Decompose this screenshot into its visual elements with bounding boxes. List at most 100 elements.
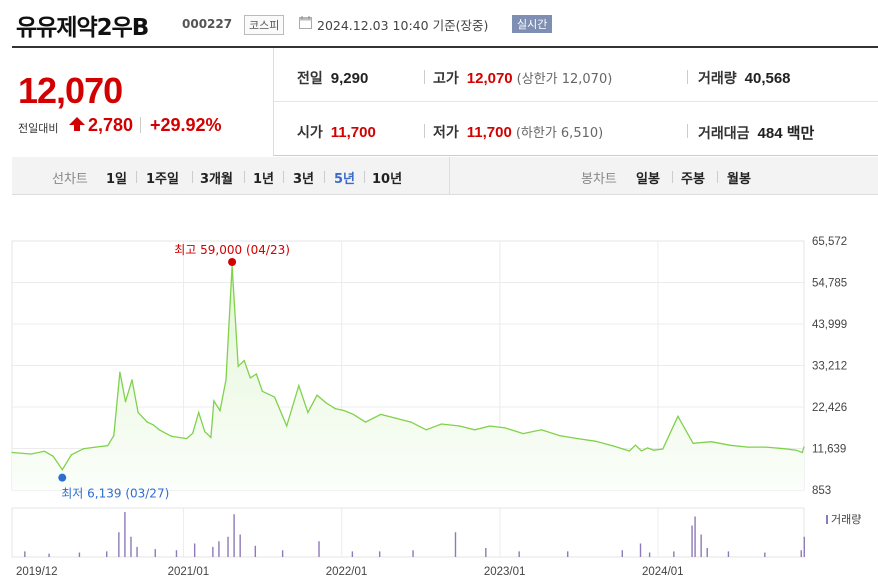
price-point <box>662 448 664 450</box>
period-selector: 선차트 1일 1주일 3개월 1년 3년 5년 10년 봉차트 일봉 주봉 월봉 <box>12 157 878 195</box>
price-point <box>146 421 148 423</box>
volume-bar <box>648 552 651 557</box>
change-percent: +29.92% <box>150 115 222 135</box>
price-point <box>261 390 264 392</box>
price-point <box>152 424 154 426</box>
min-annotation: 최저 6,139 (03/27) <box>61 487 169 501</box>
price-point <box>801 451 803 454</box>
volume-bar <box>800 550 802 557</box>
volume-bar <box>124 512 126 557</box>
divider <box>424 70 425 84</box>
candle-monthly[interactable]: 월봉 <box>727 172 751 187</box>
price-point <box>11 451 13 454</box>
realtime-badge[interactable]: 실시간 <box>512 15 553 33</box>
price-point <box>646 447 649 449</box>
change-amount: 2,780 <box>88 115 134 135</box>
price-point <box>113 434 115 437</box>
period-1d[interactable]: 1일 <box>106 172 128 187</box>
volume-bar <box>175 550 178 557</box>
timestamp: 2024.12.03 10:40 기준(장중) <box>317 18 489 33</box>
price-point <box>395 417 397 419</box>
current-price-panel: 12,070 전일대비 2,780 +29.92% <box>12 48 274 156</box>
volume-bar <box>485 548 487 557</box>
volume-bar <box>673 551 675 557</box>
divider <box>140 117 141 133</box>
candle-daily[interactable]: 일봉 <box>636 172 660 187</box>
price-point <box>640 450 643 452</box>
min-marker <box>58 473 67 482</box>
price-point <box>192 432 194 434</box>
volume-bar <box>727 551 730 557</box>
volume-bar <box>154 549 156 557</box>
price-point <box>795 449 797 451</box>
price-point <box>82 448 85 450</box>
price-point <box>30 453 32 455</box>
volume-legend-swatch <box>826 515 828 524</box>
y-tick-label: 22,426 <box>812 402 847 414</box>
candle-weekly[interactable]: 주봉 <box>681 172 705 187</box>
y-tick-label: 43,999 <box>812 319 847 331</box>
volume-bar <box>227 536 229 557</box>
price-point <box>119 371 121 373</box>
price-point <box>186 438 188 440</box>
stock-name: 유유제약2우B <box>16 15 149 41</box>
price-point <box>316 394 318 396</box>
price-point <box>410 421 412 423</box>
volume-bar <box>212 546 214 557</box>
price-point <box>677 415 679 417</box>
price-point <box>243 359 245 362</box>
price-point <box>170 435 173 437</box>
price-point <box>692 442 694 444</box>
volume-bar <box>318 541 320 557</box>
volume-bar <box>193 543 196 557</box>
open-price: 시가 11,700 <box>297 124 376 141</box>
period-3y[interactable]: 3년 <box>293 172 315 187</box>
price-point <box>634 444 637 446</box>
volume: 거래량 40,568 <box>698 70 791 87</box>
volume-bar <box>136 546 138 557</box>
y-tick-label: 33,212 <box>812 361 847 373</box>
price-area <box>12 266 804 490</box>
volume-bar <box>454 532 457 557</box>
calendar-icon <box>299 16 312 29</box>
volume-bar <box>803 536 805 557</box>
price-point <box>307 411 309 414</box>
divider <box>687 70 688 84</box>
price-summary: 12,070 전일대비 2,780 +29.92% 전일 9,290 고가 12,0… <box>12 46 878 156</box>
price-point <box>747 446 749 448</box>
price-point <box>43 450 46 452</box>
change-label: 전일대비 <box>18 122 59 135</box>
price-point <box>458 425 461 427</box>
trading-value: 거래대금 484 백만 <box>698 125 815 142</box>
price-point <box>380 413 382 416</box>
volume-bar <box>130 536 132 557</box>
volume-bar <box>691 525 693 557</box>
price-point <box>131 379 133 381</box>
volume-bar <box>706 548 708 557</box>
divider <box>274 101 878 102</box>
volume-bar <box>764 552 766 557</box>
price-point <box>489 425 491 427</box>
period-10y[interactable]: 10년 <box>372 172 403 187</box>
price-point <box>653 449 655 451</box>
period-1y[interactable]: 1년 <box>253 172 275 187</box>
period-3m[interactable]: 3개월 <box>200 172 233 187</box>
price-point <box>765 446 767 448</box>
volume-frame <box>11 507 805 558</box>
price-point <box>298 384 300 387</box>
price-point <box>613 445 615 447</box>
price-point <box>710 441 712 443</box>
period-5y[interactable]: 5년 <box>334 172 356 187</box>
price-point <box>249 377 251 379</box>
volume-bar <box>254 545 257 557</box>
volume-bar <box>281 550 284 557</box>
price-point <box>334 408 336 410</box>
period-1w[interactable]: 1주일 <box>146 172 179 187</box>
max-annotation: 최고 59,000 (04/23) <box>174 243 290 257</box>
volume-bar <box>351 551 354 557</box>
price-chart[interactable]: 65,572 54,785 43,999 33,212 22,426 11,639 853 2… <box>0 228 878 585</box>
price-point <box>70 454 72 456</box>
volume-bar <box>48 553 50 557</box>
x-tick-label: 2022/01 <box>326 566 368 578</box>
volume-bar <box>700 534 702 557</box>
